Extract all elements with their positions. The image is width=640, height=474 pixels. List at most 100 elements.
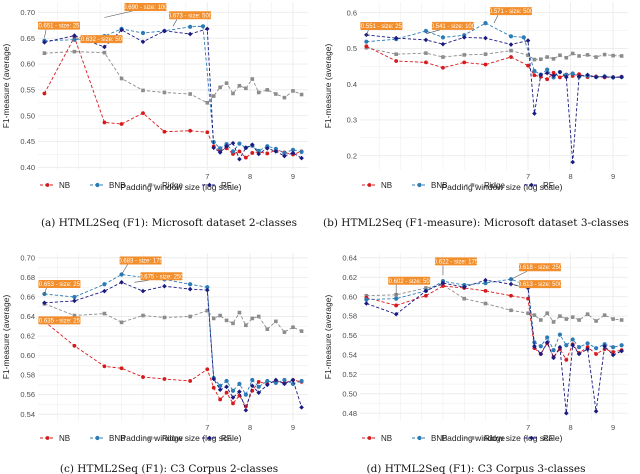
data-point <box>509 308 513 313</box>
legend: NB BNB Ridge RF <box>362 181 554 190</box>
annotation-box <box>124 3 167 11</box>
data-point <box>204 26 210 32</box>
y-tick-label: 0.58 <box>342 312 357 321</box>
data-point <box>72 343 77 348</box>
data-point <box>483 35 488 41</box>
data-point <box>424 286 428 290</box>
legend-item-nb: NB <box>362 181 392 190</box>
annotation-leader <box>366 29 369 37</box>
legend-item-ridge: Ridge <box>143 434 183 443</box>
data-point <box>244 323 248 328</box>
data-point <box>611 53 615 58</box>
data-point <box>237 381 242 386</box>
annotation: 0.675 - size: 250 <box>134 272 184 283</box>
data-point <box>224 81 229 85</box>
y-tick-label: 0.5 <box>347 44 357 53</box>
annotation: 0.651 - size: 25 <box>38 21 80 38</box>
legend-label: Ridge <box>484 434 505 443</box>
y-tick-label: 0.3 <box>347 116 357 125</box>
data-point <box>509 48 513 53</box>
data-point <box>532 68 537 74</box>
data-point <box>162 283 167 289</box>
data-point <box>273 380 278 386</box>
data-point <box>462 53 467 57</box>
data-point <box>72 294 77 300</box>
annotation-label: 0.618 - size: 250 <box>518 265 563 271</box>
legend-item-nb: NB <box>362 434 392 443</box>
data-point <box>256 380 261 384</box>
data-point <box>538 72 544 78</box>
data-point <box>538 318 543 322</box>
data-point <box>119 366 124 371</box>
data-point <box>162 129 167 134</box>
data-point <box>188 128 193 133</box>
x-tick-label: 7 <box>526 172 530 181</box>
data-point <box>72 298 77 304</box>
data-point <box>526 53 530 58</box>
data-point <box>224 143 229 149</box>
data-point <box>231 401 235 406</box>
data-point <box>141 313 145 318</box>
data-point <box>218 313 222 318</box>
series-line-rf <box>44 28 302 161</box>
annotation-label: 0.613 - size: 500 <box>518 282 563 288</box>
data-point <box>224 378 229 384</box>
data-point <box>141 111 145 116</box>
legend-item-nb: NB <box>40 434 70 443</box>
data-point <box>521 35 526 40</box>
data-point <box>558 75 562 80</box>
data-point <box>243 392 248 397</box>
series-line-bnb <box>366 22 622 79</box>
data-point <box>424 293 428 298</box>
annotation-leader <box>493 14 499 24</box>
x-axis-label: Padding window size (log scale) <box>442 182 563 192</box>
data-point <box>119 320 124 325</box>
annotation-label: 0.541 - size: 100 <box>431 24 476 30</box>
data-point <box>532 313 537 317</box>
annotation-label: 0.632 - size: 50 <box>81 37 123 43</box>
data-point <box>508 34 514 39</box>
data-point <box>570 342 575 348</box>
legend-swatch-marker <box>417 182 422 188</box>
annotation-box <box>38 21 80 30</box>
plot-area <box>38 253 308 421</box>
data-point <box>364 297 369 302</box>
data-point <box>211 376 217 382</box>
data-point <box>483 281 488 286</box>
legend-item-ridge: Ridge <box>143 181 183 190</box>
data-point <box>237 141 242 146</box>
annotation: 0.653 - size: 25 <box>38 280 81 295</box>
y-tick-label: 0.52 <box>342 370 357 379</box>
data-point <box>119 27 124 33</box>
panel-caption: (b) HTML2Seq (F1-measure): Microsoft dat… <box>323 217 629 229</box>
legend-item-rf: RF <box>202 181 232 190</box>
data-point <box>538 351 544 357</box>
data-point <box>187 286 193 292</box>
y-tick-label: 0.62 <box>342 273 357 282</box>
annotation-label: 0.571 - size: 500 <box>489 9 534 15</box>
legend-swatch-marker <box>207 435 212 441</box>
data-point <box>162 28 167 34</box>
chart-panel-1: 0.40 0.45 0.50 0.55 0.60 0.65 0.70 7 8 9 Padding w… <box>1 2 308 229</box>
data-point <box>551 348 556 353</box>
annotation-box <box>169 11 211 20</box>
data-point <box>119 280 124 285</box>
data-point <box>585 341 590 346</box>
data-point <box>299 149 304 155</box>
data-point <box>570 71 575 76</box>
annotation-box <box>434 257 477 266</box>
data-point <box>619 343 624 348</box>
data-point <box>461 284 467 290</box>
data-point <box>532 57 537 62</box>
data-point <box>564 343 569 348</box>
annotation-label: 0.673 - size: 500 <box>168 13 213 19</box>
y-tick-label: 0.40 <box>20 163 35 172</box>
data-point <box>42 300 47 306</box>
data-point <box>274 319 278 324</box>
data-point <box>440 41 446 47</box>
data-point <box>273 149 279 154</box>
data-point <box>250 377 255 383</box>
data-point <box>273 146 278 151</box>
data-point <box>230 388 236 393</box>
data-point <box>526 311 530 316</box>
